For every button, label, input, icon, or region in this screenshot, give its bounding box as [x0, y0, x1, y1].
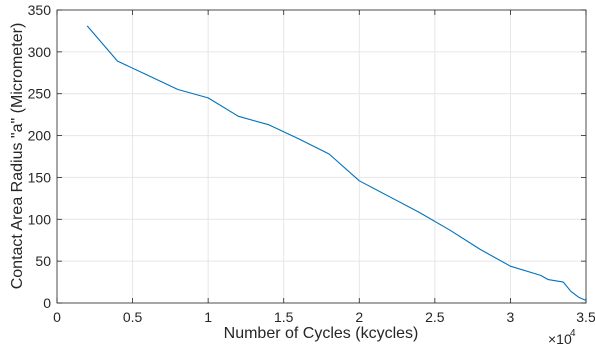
x-tick-label: 3: [507, 309, 515, 325]
y-tick-label: 300: [28, 44, 52, 60]
series-line: [86, 25, 587, 302]
y-axis-label: Contact Area Radius "a" (Micrometer): [9, 23, 26, 290]
x-axis-label: Number of Cycles (kcycles): [224, 325, 419, 342]
x-tick-label: 1: [204, 309, 212, 325]
y-tick-label: 0: [43, 295, 51, 311]
x-exponent-label: ×10 4: [548, 328, 576, 347]
x-exponent-base: ×10: [548, 331, 572, 347]
y-tick-label: 250: [28, 86, 52, 102]
x-exponent-power: 4: [570, 328, 576, 339]
series-group: [86, 25, 587, 302]
x-tick-label: 0: [53, 309, 61, 325]
y-tick-label: 150: [28, 169, 52, 185]
y-tick-label: 50: [35, 253, 51, 269]
x-tick-label: 1.5: [274, 309, 294, 325]
x-tick-label: 2.5: [425, 309, 445, 325]
axes-box: [56, 9, 587, 304]
axes: [56, 9, 587, 304]
y-tick-label: 200: [28, 128, 52, 144]
tick-labels: 0 0.5 1 1.5 2 2.5 3 3.5 0 50 100 150 200 250 300 350: [28, 2, 595, 325]
y-tick-label: 100: [28, 211, 52, 227]
x-tick-label: 0.5: [123, 309, 143, 325]
y-tick-label: 350: [28, 2, 52, 18]
plot-area: [57, 10, 586, 303]
x-tick-label: 3.5: [576, 309, 595, 325]
x-tick-label: 2: [355, 309, 363, 325]
grid-lines: [56, 9, 587, 304]
